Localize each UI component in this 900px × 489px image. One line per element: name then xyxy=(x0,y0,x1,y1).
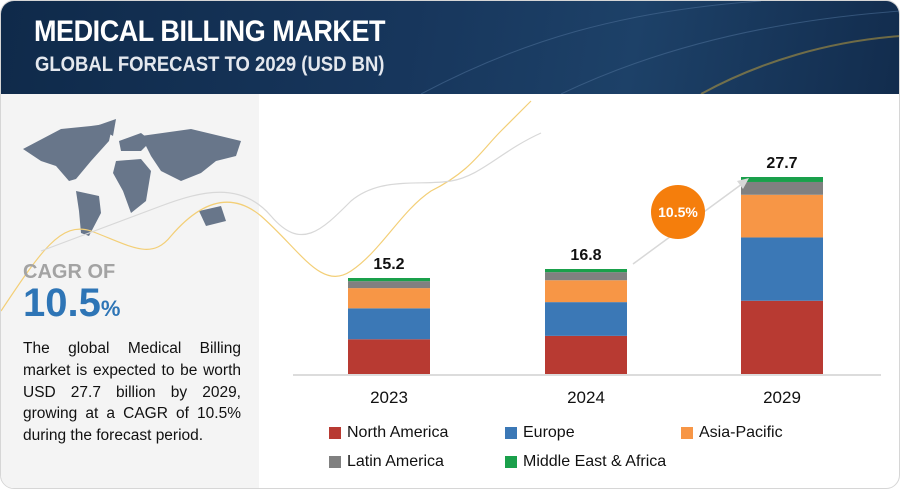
bar-segment-middle-east-africa-2029 xyxy=(741,177,823,182)
bar-segment-latin-america-2029 xyxy=(741,181,823,195)
x-tick-label-2023: 2023 xyxy=(370,388,408,407)
bar-segment-asia-pacific-2024 xyxy=(545,280,627,303)
cagr-unit: % xyxy=(100,296,121,321)
cagr-badge xyxy=(651,185,705,239)
header-decoration xyxy=(420,1,899,94)
cagr-label: CAGR OF xyxy=(23,261,116,283)
legend-label: Middle East & Africa xyxy=(523,453,667,470)
bar-segment-middle-east-africa-2023 xyxy=(348,278,430,282)
bar-segment-middle-east-africa-2024 xyxy=(545,269,627,273)
legend-swatch xyxy=(505,456,517,468)
bar-segment-latin-america-2024 xyxy=(545,272,627,281)
bar-segment-asia-pacific-2029 xyxy=(741,194,823,238)
legend-item-europe: Europe xyxy=(505,424,575,442)
legend-label: North America xyxy=(347,424,449,441)
total-label-2023: 15.2 xyxy=(373,256,404,273)
arrow-head-icon xyxy=(737,178,749,189)
x-tick-label-2029: 2029 xyxy=(763,388,801,407)
cagr-number: 10.5 xyxy=(23,281,101,325)
legend-item-latin-america: Latin America xyxy=(329,453,444,471)
cagr-value: 10.5% xyxy=(23,281,120,326)
legend-swatch xyxy=(681,427,693,439)
total-label-2029: 27.7 xyxy=(766,155,797,172)
legend-label: Asia-Pacific xyxy=(699,424,783,441)
total-label-2024: 16.8 xyxy=(570,247,601,264)
bar-segment-europe-2024 xyxy=(545,302,627,336)
x-tick-label-2024: 2024 xyxy=(567,388,605,407)
legend-item-asia-pacific: Asia-Pacific xyxy=(681,424,783,442)
legend-item-north-america: North America xyxy=(329,424,448,442)
legend-label: Latin America xyxy=(347,453,444,470)
legend-swatch xyxy=(329,427,341,439)
legend-item-middle-east-africa: Middle East & Africa xyxy=(505,453,666,471)
bar-segment-europe-2023 xyxy=(348,308,430,340)
page-title: MEDICAL BILLING MARKET xyxy=(34,15,386,48)
bar-segment-europe-2029 xyxy=(741,237,823,301)
header-banner: MEDICAL BILLING MARKET GLOBAL FORECAST T… xyxy=(1,1,899,94)
bar-segment-north-america-2024 xyxy=(545,335,627,374)
bar-segment-asia-pacific-2023 xyxy=(348,288,430,309)
world-map-icon xyxy=(23,119,241,236)
legend-label: Europe xyxy=(523,424,575,441)
bar-segment-north-america-2029 xyxy=(741,300,823,374)
stacked-bar-chart: 15.2 2023 16.8 2024 27.7 2029 10.5% xyxy=(293,155,881,407)
bar-segment-latin-america-2023 xyxy=(348,281,430,289)
market-description: The global Medical Billing market is exp… xyxy=(23,340,241,445)
page-subtitle: GLOBAL FORECAST TO 2029 (USD BN) xyxy=(35,53,385,76)
legend-swatch xyxy=(505,427,517,439)
bar-segment-north-america-2023 xyxy=(348,339,430,374)
legend-swatch xyxy=(329,456,341,468)
cagr-badge-label: 10.5% xyxy=(658,204,698,220)
